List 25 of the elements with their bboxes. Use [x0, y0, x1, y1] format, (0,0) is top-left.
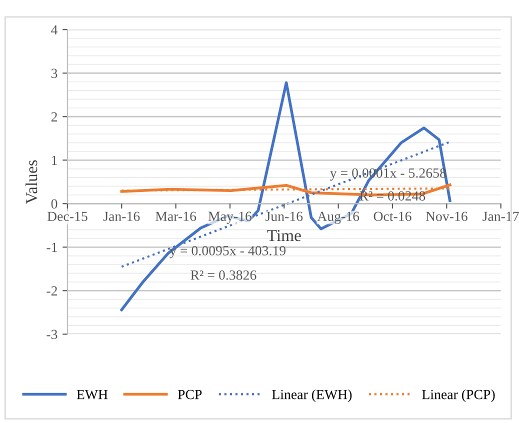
annotation: y = 0.0095x - 403.19 — [170, 246, 286, 258]
y-tick-label: 3 — [51, 68, 58, 78]
x-axis-title: Time — [267, 230, 301, 242]
x-tick-label: Aug-16 — [317, 212, 360, 224]
x-tick-label: Jan-16 — [103, 212, 140, 222]
x-tick-label: Oct-16 — [374, 212, 412, 222]
y-tick-label: 2 — [51, 112, 57, 122]
x-tick-label: Jan-17 — [482, 212, 519, 222]
y-tick-label: 4 — [51, 25, 58, 34]
x-tick-label: Mar-16 — [156, 212, 196, 222]
y-tick-label: -1 — [46, 242, 57, 252]
x-tick-label: Jun-16 — [266, 212, 303, 222]
legend-label: PCP — [178, 390, 202, 400]
y-axis-title: Values — [26, 160, 38, 204]
x-tick-label: May-16 — [208, 212, 252, 224]
y-tick-label: 0 — [51, 199, 58, 209]
y-tick-label: 1 — [52, 156, 57, 165]
annotation: R² = 0.3826 — [190, 270, 256, 280]
legend-label: Linear (EWH) — [272, 389, 352, 402]
legend-label: EWH — [76, 390, 108, 400]
legend-label: Linear (PCP) — [422, 389, 495, 402]
y-tick-label: -3 — [46, 330, 58, 340]
x-tick-label: Dec-15 — [47, 212, 88, 222]
x-tick-label: Nov-16 — [426, 212, 468, 222]
y-tick-label: -2 — [46, 286, 57, 296]
